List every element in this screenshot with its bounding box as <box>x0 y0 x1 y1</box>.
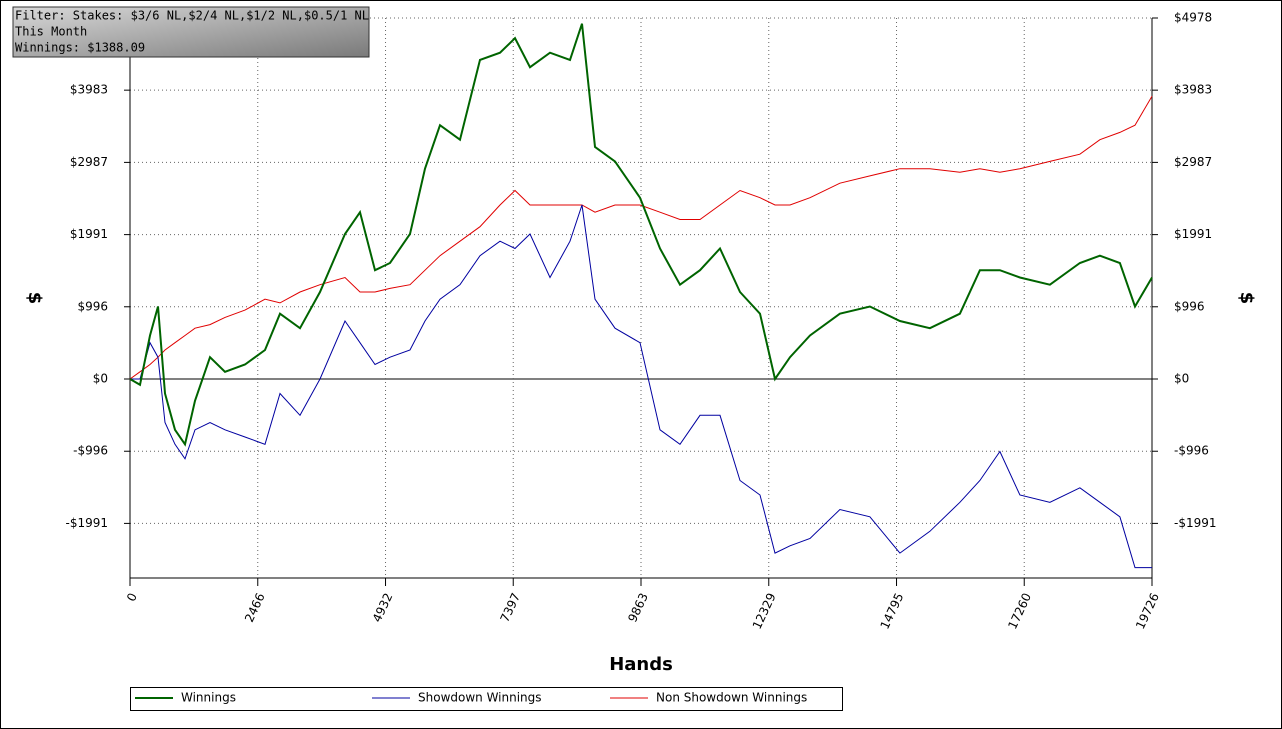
y2-tick-label: -$1991 <box>1174 516 1217 530</box>
y2-tick-label: -$996 <box>1174 444 1209 458</box>
legend-label: Showdown Winnings <box>418 691 542 705</box>
y-axis-label: $ <box>24 292 45 305</box>
y-tick-label: $2987 <box>70 155 108 169</box>
legend-label: Non Showdown Winnings <box>656 691 807 705</box>
y2-axis-label: $ <box>1236 292 1257 305</box>
x-axis-label: Hands <box>609 654 673 675</box>
filter-box-bg <box>12 6 370 58</box>
y-tick-label: $0 <box>93 372 108 386</box>
filter-text: Filter: Stakes: $3/6 NL,$2/4 NL,$1/2 NL,… <box>15 9 369 23</box>
y-tick-label: -$996 <box>73 444 108 458</box>
series-line <box>130 204 1152 569</box>
series-line <box>129 95 1153 380</box>
y2-tick-label: $0 <box>1174 372 1189 386</box>
period-text: This Month <box>15 25 87 39</box>
winnings-text: Winnings: $1388.09 <box>15 41 145 55</box>
y2-tick-label: $3983 <box>1174 83 1212 97</box>
series-line <box>129 23 1153 447</box>
y-tick-label: -$1991 <box>65 516 108 530</box>
filter-box: Filter: Stakes: $3/6 NL,$2/4 NL,$1/2 NL,… <box>12 6 370 58</box>
legend-label: Winnings <box>181 691 236 705</box>
y-tick-label: $1991 <box>70 227 108 241</box>
y2-tick-label: $996 <box>1174 299 1205 313</box>
y2-tick-label: $4978 <box>1174 11 1212 25</box>
legend <box>130 687 843 711</box>
y2-tick-label: $2987 <box>1174 155 1212 169</box>
y-tick-label: $996 <box>77 299 108 313</box>
y2-tick-label: $1991 <box>1174 227 1212 241</box>
y-tick-label: $3983 <box>70 83 108 97</box>
